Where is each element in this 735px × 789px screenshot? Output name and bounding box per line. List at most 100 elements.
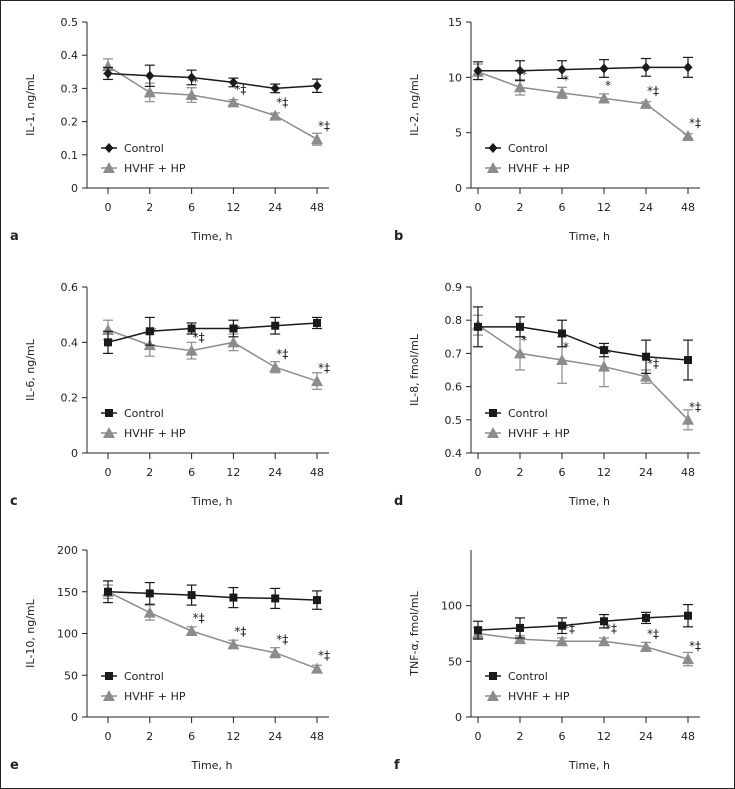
significance-annotation: *‡ <box>276 633 288 647</box>
x-tick-label: 48 <box>310 730 324 743</box>
x-tick-label: 48 <box>681 466 695 479</box>
x-tick-label: 24 <box>268 201 282 214</box>
data-point <box>473 65 483 76</box>
y-tick-label: 50 <box>448 655 462 668</box>
data-point <box>227 96 240 108</box>
data-point <box>102 323 114 335</box>
data-point <box>313 596 321 605</box>
data-point <box>684 356 692 365</box>
x-tick-label: 2 <box>146 201 153 214</box>
x-tick-label: 6 <box>188 201 195 214</box>
legend-label: HVHF + HP <box>508 427 570 440</box>
significance-annotation: *‡ <box>318 361 330 375</box>
data-point <box>556 635 568 647</box>
y-tick-label: 100 <box>441 600 462 613</box>
x-axis-label: Time, h <box>191 495 233 508</box>
y-tick-label: 0.1 <box>61 149 79 162</box>
data-point <box>271 321 280 330</box>
panel-label: a <box>10 229 19 244</box>
y-tick-label: 0.8 <box>445 314 463 327</box>
legend-label: Control <box>508 142 548 155</box>
data-point <box>102 60 114 72</box>
panel-d: 0.4 0.5 0.6 0.7 0.8 0.9 0 2 6 12 24 48 Time, h d IL-8,… <box>394 281 701 509</box>
y-axis-label: IL-6, ng/mL <box>24 338 37 401</box>
data-point <box>514 81 526 93</box>
data-point <box>229 324 238 333</box>
x-tick-label: 48 <box>681 201 695 214</box>
series-control <box>103 580 322 610</box>
legend-marker <box>103 162 115 173</box>
x-tick-label: 0 <box>105 201 112 214</box>
significance-annotation: *‡ <box>689 116 701 130</box>
panel-label: b <box>394 229 403 244</box>
y-axis-label: IL-1, ng/mL <box>24 73 37 136</box>
y-axis-label: IL-2, ng/mL <box>408 73 421 136</box>
data-point <box>104 338 112 347</box>
data-point <box>227 336 240 348</box>
significance-annotation: *‡ <box>193 611 205 625</box>
x-axis-label: Time, h <box>568 495 610 508</box>
data-point <box>598 635 610 647</box>
data-point <box>311 662 323 674</box>
legend-label: HVHF + HP <box>508 690 570 703</box>
data-point <box>228 77 238 88</box>
legend-marker <box>103 427 115 438</box>
y-tick-label: 0 <box>71 182 78 195</box>
x-axis-label: Time, h <box>191 759 233 772</box>
data-point <box>683 62 693 73</box>
legend-label: HVHF + HP <box>508 162 570 175</box>
x-tick-label: 12 <box>597 466 611 479</box>
significance-annotation: * <box>193 75 199 89</box>
legend-label: Control <box>508 407 548 420</box>
data-point <box>143 606 156 618</box>
y-axis-label: TNF-α, fmol/mL <box>408 590 421 676</box>
legend-marker <box>105 672 113 680</box>
series-hvhf-hp: * *‡ *‡ *‡ <box>102 58 330 146</box>
y-axis-label: IL-8, fmol/mL <box>408 333 421 406</box>
x-tick-label: 24 <box>268 466 282 479</box>
significance-annotation: *‡ <box>318 119 330 133</box>
x-tick-label: 2 <box>517 201 524 214</box>
data-point <box>311 375 323 387</box>
data-point <box>187 591 196 600</box>
significance-annotation: *‡ <box>234 624 246 638</box>
x-tick-label: 2 <box>146 466 153 479</box>
significance-annotation: *‡ <box>689 400 701 414</box>
y-tick-label: 150 <box>57 586 78 599</box>
data-point <box>598 92 610 104</box>
x-tick-label: 0 <box>475 730 482 743</box>
data-point <box>556 354 568 366</box>
significance-annotation: *‡ <box>193 331 205 345</box>
y-axis-label: IL-10, ng/mL <box>24 598 37 668</box>
x-tick-label: 12 <box>597 730 611 743</box>
data-point <box>599 63 609 74</box>
data-point <box>313 318 321 327</box>
x-tick-label: 48 <box>681 730 695 743</box>
series-line <box>107 591 318 601</box>
y-tick-label: 0.5 <box>445 414 463 427</box>
series-hvhf-hp: *‡ *‡ *‡ *‡ <box>102 584 330 674</box>
x-tick-label: 0 <box>105 730 112 743</box>
x-tick-label: 48 <box>310 201 324 214</box>
data-point <box>269 646 282 658</box>
y-tick-label: 0.4 <box>61 49 79 62</box>
x-tick-label: 24 <box>639 466 653 479</box>
significance-annotation: *‡ <box>234 82 246 96</box>
x-axis-label: Time, h <box>191 230 233 243</box>
legend-label: HVHF + HP <box>124 690 186 703</box>
data-point <box>600 617 608 626</box>
y-tick-label: 15 <box>448 16 462 29</box>
series-control <box>103 316 322 354</box>
data-point <box>145 70 155 81</box>
y-tick-label: 0.6 <box>445 381 463 394</box>
legend-label: Control <box>124 407 164 420</box>
x-tick-label: 0 <box>475 466 482 479</box>
data-point <box>229 593 238 602</box>
panel-a: 0 0.1 0.2 0.3 0.4 0.5 0 2 6 12 24 48 Time, h a IL-1, n… <box>10 16 330 244</box>
data-point <box>515 65 525 76</box>
y-tick-label: 50 <box>64 669 78 682</box>
series-line <box>107 329 318 382</box>
series-line <box>107 65 318 140</box>
series-hvhf-hp: * * * *‡ *‡ <box>472 63 701 141</box>
